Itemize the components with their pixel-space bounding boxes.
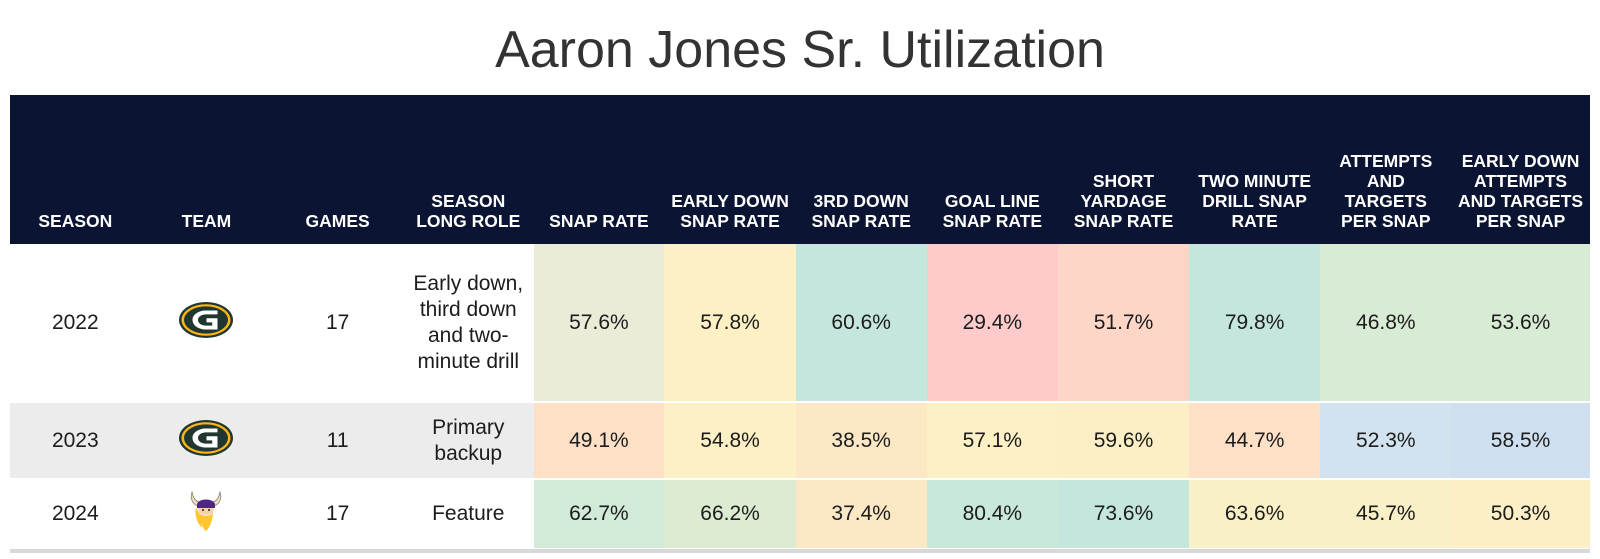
cell-two-minute-drill-snap-rate: 79.8% — [1188, 244, 1321, 403]
packers-logo-icon — [178, 419, 234, 463]
header-season-long-role: SEASON LONG ROLE — [402, 95, 534, 244]
cell-early-down-attempts-targets-per-snap: 58.5% — [1451, 403, 1590, 480]
table-bottom-border — [10, 549, 1590, 553]
cell-3rd-down-snap-rate: 38.5% — [795, 403, 927, 480]
cell-team — [140, 480, 273, 550]
table-row: 2022 17 Early down, third down and two-min… — [10, 244, 1590, 403]
header-snap-rate: SNAP RATE — [533, 95, 665, 244]
table-row: 2023 11 Primary backup 49.1% 54.8% 38.5% 57.1%… — [10, 403, 1590, 480]
cell-early-down-attempts-targets-per-snap: 50.3% — [1451, 480, 1590, 550]
cell-games: 17 — [272, 480, 403, 550]
cell-goal-line-snap-rate: 57.1% — [926, 403, 1059, 480]
cell-season-long-role: Feature — [402, 480, 534, 550]
header-team: TEAM — [140, 95, 273, 244]
cell-early-down-snap-rate: 54.8% — [664, 403, 796, 480]
cell-team — [140, 403, 273, 480]
cell-two-minute-drill-snap-rate: 63.6% — [1188, 480, 1321, 550]
cell-goal-line-snap-rate: 29.4% — [926, 244, 1059, 403]
cell-goal-line-snap-rate: 80.4% — [926, 480, 1059, 550]
cell-attempts-targets-per-snap: 46.8% — [1320, 244, 1452, 403]
cell-3rd-down-snap-rate: 60.6% — [795, 244, 927, 403]
header-row: SEASON TEAM GAMES SEASON LONG ROLE SNAP … — [10, 95, 1590, 244]
header-attempts-targets-per-snap: ATTEMPTS AND TARGETS PER SNAP — [1320, 95, 1452, 244]
cell-early-down-snap-rate: 57.8% — [664, 244, 796, 403]
cell-snap-rate: 57.6% — [533, 244, 665, 403]
cell-games: 17 — [272, 244, 403, 403]
header-goal-line-snap-rate: GOAL LINE SNAP RATE — [926, 95, 1059, 244]
cell-snap-rate: 49.1% — [533, 403, 665, 480]
cell-season: 2023 — [10, 403, 141, 480]
cell-season-long-role: Primary backup — [402, 403, 534, 480]
cell-team — [140, 244, 273, 403]
header-short-yardage-snap-rate: SHORT YARDAGE SNAP RATE — [1058, 95, 1189, 244]
packers-logo-icon — [178, 301, 234, 345]
cell-short-yardage-snap-rate: 51.7% — [1058, 244, 1189, 403]
cell-season-long-role: Early down, third down and two-minute dr… — [402, 244, 534, 403]
table-row: 2024 17 Feature 62.7% 66.2% 37.4% 80.4% 73.6% 63… — [10, 480, 1590, 550]
chart-title: Aaron Jones Sr. Utilization — [495, 21, 1105, 79]
header-early-down-attempts-targets-per-snap: EARLY DOWN ATTEMPTS AND TARGETS PER SNAP — [1451, 95, 1590, 244]
cell-two-minute-drill-snap-rate: 44.7% — [1188, 403, 1321, 480]
cell-games: 11 — [272, 403, 403, 480]
cell-short-yardage-snap-rate: 59.6% — [1058, 403, 1189, 480]
vikings-logo-icon — [186, 490, 226, 538]
cell-season: 2024 — [10, 480, 141, 550]
cell-early-down-snap-rate: 66.2% — [664, 480, 796, 550]
header-season: SEASON — [10, 95, 141, 244]
cell-early-down-attempts-targets-per-snap: 53.6% — [1451, 244, 1590, 403]
header-early-down-snap-rate: EARLY DOWN SNAP RATE — [664, 95, 796, 244]
cell-short-yardage-snap-rate: 73.6% — [1058, 480, 1189, 550]
cell-3rd-down-snap-rate: 37.4% — [795, 480, 927, 550]
header-two-minute-drill-snap-rate: TWO MINUTE DRILL SNAP RATE — [1188, 95, 1321, 244]
utilization-table: SEASON TEAM GAMES SEASON LONG ROLE SNAP … — [10, 95, 1590, 550]
cell-season: 2022 — [10, 244, 141, 403]
cell-snap-rate: 62.7% — [533, 480, 665, 550]
header-3rd-down-snap-rate: 3RD DOWN SNAP RATE — [795, 95, 927, 244]
cell-attempts-targets-per-snap: 52.3% — [1320, 403, 1452, 480]
header-games: GAMES — [272, 95, 403, 244]
cell-attempts-targets-per-snap: 45.7% — [1320, 480, 1452, 550]
